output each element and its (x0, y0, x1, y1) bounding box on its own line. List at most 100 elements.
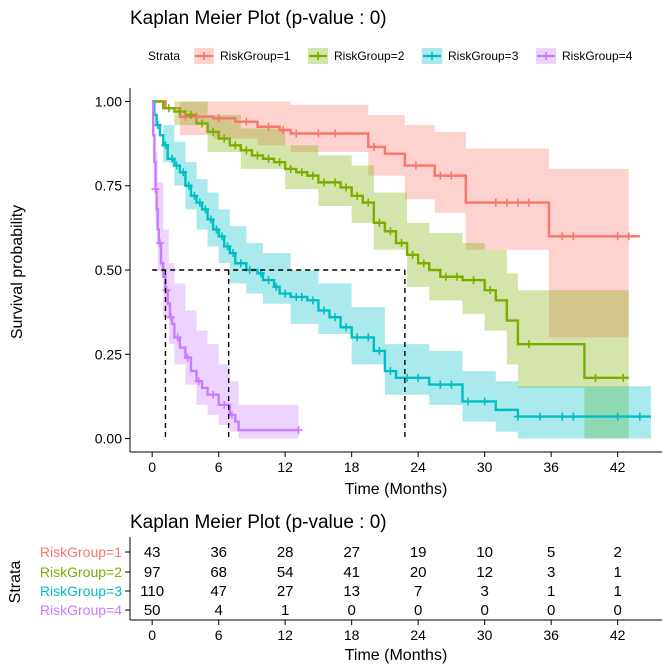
censor-mark-riskgroup-2 (253, 151, 262, 160)
censor-mark-riskgroup-1 (624, 232, 633, 241)
censor-mark-riskgroup-4 (173, 333, 182, 342)
censor-mark-riskgroup-3 (168, 154, 177, 163)
censor-mark-riskgroup-1 (569, 232, 578, 241)
risk-x-tick-label: 18 (344, 627, 360, 643)
censor-mark-riskgroup-2 (186, 110, 195, 119)
legend-key-riskgroup-3 (422, 48, 442, 64)
x-tick-label: 12 (277, 459, 293, 475)
x-tick-label: 18 (344, 459, 360, 475)
risk-count: 27 (277, 583, 294, 600)
censor-mark-riskgroup-3 (161, 141, 170, 150)
censor-mark-riskgroup-3 (331, 313, 340, 322)
legend-label: RiskGroup=3 (448, 49, 519, 63)
risk-table-title: Kaplan Meier Plot (p-value : 0) (130, 512, 387, 533)
risk-x-tick-label: 30 (477, 627, 493, 643)
censor-mark-riskgroup-3 (635, 412, 644, 421)
risk-row-riskgroup-1: RiskGroup=1 43 36 28 27 19 10 5 2 (40, 544, 622, 561)
censor-mark-riskgroup-2 (452, 272, 461, 281)
censor-mark-riskgroup-2 (375, 218, 384, 227)
y-tick-label: 0.50 (95, 262, 122, 278)
censor-mark-riskgroup-3 (223, 242, 232, 251)
risk-x-tick-label: 12 (277, 627, 293, 643)
risk-row-riskgroup-3: RiskGroup=3 110 47 27 13 7 3 1 1 (40, 583, 622, 600)
risk-count: 12 (476, 564, 493, 581)
censor-mark-riskgroup-3 (256, 269, 265, 278)
censor-mark-riskgroup-2 (469, 276, 478, 285)
censor-mark-riskgroup-3 (190, 191, 199, 200)
censor-mark-riskgroup-2 (231, 141, 240, 150)
x-tick-label: 6 (215, 459, 223, 475)
censor-mark-riskgroup-2 (486, 286, 495, 295)
censor-mark-riskgroup-2 (525, 340, 533, 349)
censor-mark-riskgroup-1 (558, 232, 567, 241)
risk-x-tick-label: 36 (543, 627, 559, 643)
censor-mark-riskgroup-4 (194, 377, 203, 386)
risk-count: 0 (613, 602, 621, 619)
censor-mark-riskgroup-2 (342, 183, 351, 192)
censor-mark-riskgroup-3 (513, 412, 522, 421)
ci-band-riskgroup-4 (152, 101, 299, 439)
risk-count: 0 (414, 602, 422, 619)
censor-mark-riskgroup-4 (294, 426, 303, 435)
censor-mark-riskgroup-3 (172, 161, 181, 170)
y-axis-ticks: 0.00 0.25 0.50 0.75 1.00 (95, 93, 130, 447)
risk-count: 19 (410, 544, 427, 561)
legend-key-riskgroup-4 (536, 48, 556, 64)
censor-mark-riskgroup-1 (436, 171, 445, 180)
censor-mark-riskgroup-2 (209, 127, 218, 136)
censor-mark-riskgroup-1 (314, 129, 323, 138)
censor-mark-riskgroup-1 (331, 129, 340, 138)
x-axis-ticks: 0 6 12 18 24 30 36 42 (148, 452, 626, 475)
censor-mark-riskgroup-3 (319, 306, 328, 315)
y-tick-label: 0.00 (95, 431, 122, 447)
censor-mark-riskgroup-4 (183, 353, 192, 362)
risk-row-label: RiskGroup=2 (40, 564, 122, 580)
censor-mark-riskgroup-3 (436, 380, 445, 389)
x-tick-label: 24 (410, 459, 426, 475)
censor-mark-riskgroup-2 (275, 158, 284, 167)
risk-count: 1 (613, 583, 621, 600)
risk-row-label: RiskGroup=4 (40, 602, 122, 618)
censor-mark-riskgroup-3 (375, 346, 384, 355)
risk-count: 13 (343, 583, 360, 600)
censor-mark-riskgroup-3 (217, 232, 226, 241)
censor-mark-riskgroup-3 (613, 412, 622, 421)
censor-mark-riskgroup-2 (364, 198, 373, 207)
censor-mark-riskgroup-1 (214, 114, 223, 123)
risk-row-label: RiskGroup=1 (40, 544, 122, 560)
legend-item-riskgroup-2: RiskGroup=2 (308, 48, 405, 64)
risk-table-y-axis-title: Strata (7, 561, 24, 604)
legend-label: RiskGroup=2 (334, 49, 405, 63)
censor-mark-riskgroup-3 (569, 412, 578, 421)
censor-mark-riskgroup-2 (297, 168, 306, 177)
censor-mark-riskgroup-1 (192, 112, 201, 121)
censor-mark-riskgroup-1 (278, 126, 287, 135)
censor-mark-riskgroup-3 (447, 380, 456, 389)
y-tick-label: 0.25 (95, 346, 122, 362)
censor-mark-riskgroup-1 (292, 129, 301, 138)
censor-mark-riskgroup-3 (229, 249, 238, 258)
y-axis-title: Survival probability (9, 205, 26, 339)
censor-mark-riskgroup-1 (181, 112, 190, 121)
risk-count: 3 (480, 583, 488, 600)
censor-mark-riskgroup-2 (198, 119, 207, 128)
risk-count: 2 (613, 544, 621, 561)
censor-mark-riskgroup-3 (264, 276, 273, 285)
legend-title: Strata (148, 49, 180, 63)
km-plot-title: Kaplan Meier Plot (p-value : 0) (130, 8, 387, 29)
risk-count: 43 (144, 544, 161, 561)
censor-mark-riskgroup-1 (369, 142, 378, 151)
censor-mark-riskgroup-2 (242, 146, 251, 155)
censor-mark-riskgroup-1 (264, 122, 273, 131)
risk-count: 97 (144, 564, 161, 581)
censor-mark-riskgroup-1 (613, 232, 622, 241)
censor-mark-riskgroup-1 (525, 198, 533, 207)
censor-mark-riskgroup-2 (286, 164, 295, 173)
censor-mark-riskgroup-1 (447, 171, 456, 180)
censor-mark-riskgroup-3 (364, 333, 373, 342)
survival-line-riskgroup-4 (152, 100, 299, 432)
censor-mark-riskgroup-1 (411, 161, 420, 170)
x-tick-label: 30 (477, 459, 493, 475)
risk-table-x-ticks: 0 6 12 18 24 30 36 42 (148, 620, 626, 643)
